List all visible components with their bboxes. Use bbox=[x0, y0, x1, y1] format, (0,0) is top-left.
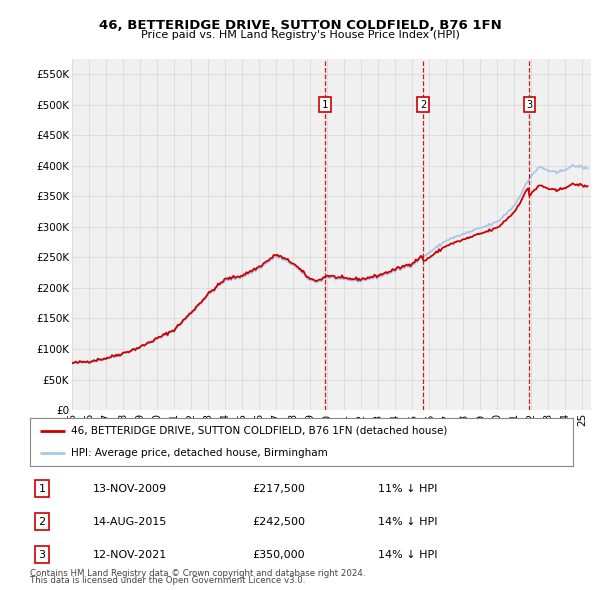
Text: £350,000: £350,000 bbox=[252, 550, 305, 559]
Text: 12-NOV-2021: 12-NOV-2021 bbox=[93, 550, 167, 559]
Text: 13-NOV-2009: 13-NOV-2009 bbox=[93, 484, 167, 493]
Text: 14-AUG-2015: 14-AUG-2015 bbox=[93, 517, 167, 526]
Text: 3: 3 bbox=[526, 100, 532, 110]
Text: 46, BETTERIDGE DRIVE, SUTTON COLDFIELD, B76 1FN: 46, BETTERIDGE DRIVE, SUTTON COLDFIELD, … bbox=[98, 19, 502, 32]
Text: Price paid vs. HM Land Registry's House Price Index (HPI): Price paid vs. HM Land Registry's House … bbox=[140, 30, 460, 40]
Text: 1: 1 bbox=[322, 100, 328, 110]
Text: 14% ↓ HPI: 14% ↓ HPI bbox=[378, 550, 437, 559]
Text: This data is licensed under the Open Government Licence v3.0.: This data is licensed under the Open Gov… bbox=[30, 576, 305, 585]
Text: 46, BETTERIDGE DRIVE, SUTTON COLDFIELD, B76 1FN (detached house): 46, BETTERIDGE DRIVE, SUTTON COLDFIELD, … bbox=[71, 426, 447, 436]
Text: £217,500: £217,500 bbox=[252, 484, 305, 493]
Text: 14% ↓ HPI: 14% ↓ HPI bbox=[378, 517, 437, 526]
Text: 1: 1 bbox=[38, 484, 46, 493]
Text: 11% ↓ HPI: 11% ↓ HPI bbox=[378, 484, 437, 493]
Text: 2: 2 bbox=[420, 100, 426, 110]
Text: £242,500: £242,500 bbox=[252, 517, 305, 526]
Text: 2: 2 bbox=[38, 517, 46, 526]
Text: Contains HM Land Registry data © Crown copyright and database right 2024.: Contains HM Land Registry data © Crown c… bbox=[30, 569, 365, 578]
Text: 3: 3 bbox=[38, 550, 46, 559]
Text: HPI: Average price, detached house, Birmingham: HPI: Average price, detached house, Birm… bbox=[71, 448, 328, 458]
